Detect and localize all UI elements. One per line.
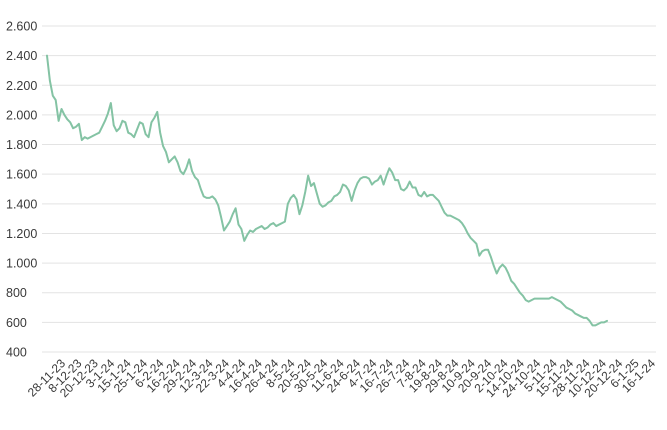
y-tick-label: 2.400 [6,49,37,63]
series-layer [46,54,608,327]
y-axis-tick-labels: 400 600 800 1.000 1.200 1.400 1.600 1.800 2.000 2… [6,20,37,360]
y-tick-label: 2.200 [6,79,37,93]
y-grid-lines [42,25,656,353]
y-tick-label: 1.200 [6,227,37,241]
series-line [46,54,608,327]
y-tick-label: 600 [6,316,27,330]
x-axis-tick-labels: 28-11-238-12-2320-12-233-1-2415-1-2425-1… [25,356,658,400]
y-tick-label: 800 [6,286,27,300]
y-tick-label: 1.600 [6,168,37,182]
y-tick-label: 1.800 [6,138,37,152]
y-tick-label: 2.600 [6,20,37,34]
y-tick-label: 2.000 [6,108,37,122]
y-tick-label: 400 [6,346,27,360]
y-tick-label: 1.000 [6,257,37,271]
y-tick-label: 1.400 [6,197,37,211]
